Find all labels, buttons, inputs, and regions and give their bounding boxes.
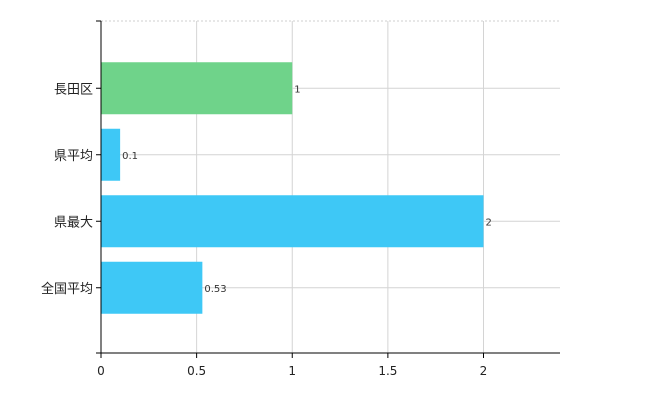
axes (96, 20, 560, 358)
x-tick-label: 1 (288, 364, 296, 378)
x-tick-label: 2 (480, 364, 488, 378)
bars (101, 62, 484, 314)
y-tick-label: 長田区 (54, 82, 93, 97)
bar-1 (101, 128, 121, 181)
bar-value-label: 2 (486, 217, 492, 228)
bar-3 (101, 261, 203, 314)
bar-2 (101, 195, 484, 248)
bar-value-label: 1 (294, 84, 300, 95)
x-tick-label: 0 (97, 364, 105, 378)
y-tick-label: 県最大 (54, 215, 93, 230)
grid (101, 20, 560, 353)
bar-0 (101, 62, 293, 115)
y-tick-label: 全国平均 (41, 281, 93, 297)
y-tick-label: 県平均 (54, 149, 93, 164)
x-tick-label: 0.5 (187, 364, 206, 378)
bar-value-label: 0.53 (204, 284, 226, 295)
bar-value-label: 0.1 (122, 151, 138, 162)
x-tick-label: 1.5 (378, 364, 397, 378)
